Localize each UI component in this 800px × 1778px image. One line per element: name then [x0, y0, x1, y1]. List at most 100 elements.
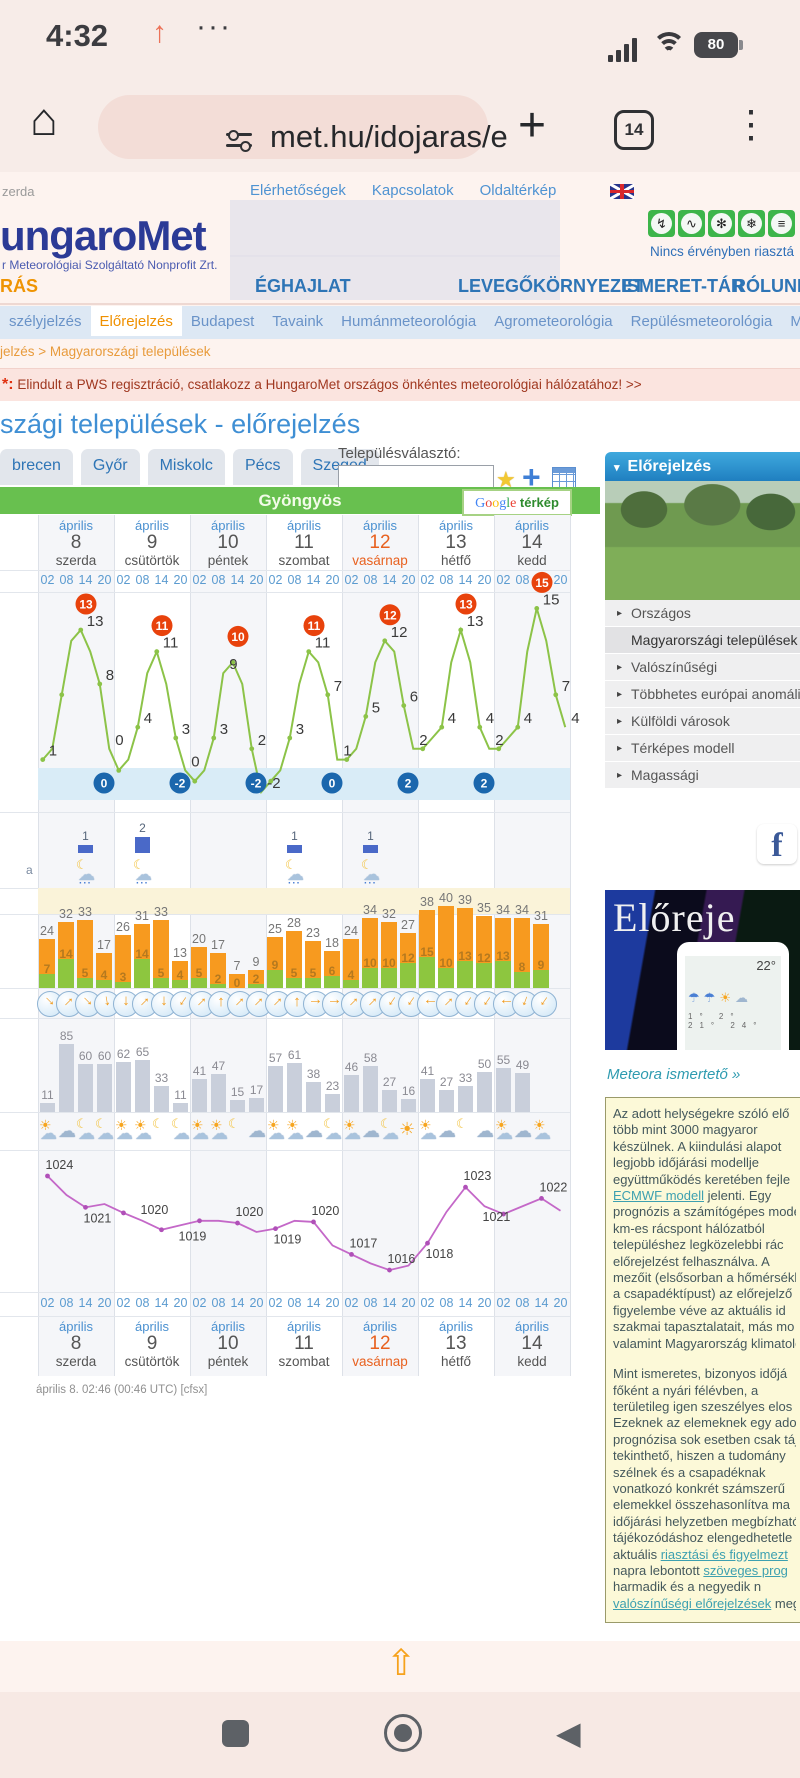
main-nav-item[interactable]: RÁS: [0, 276, 39, 296]
add-icon[interactable]: +: [522, 459, 541, 495]
cloud-value: 57: [268, 1051, 283, 1066]
weather-icon-cloud: ☁: [362, 1121, 380, 1141]
sub-nav-item[interactable]: Budapest: [190, 313, 255, 330]
sub-nav-item[interactable]: Repülésmeteorológia: [630, 313, 773, 330]
meteora-app-banner[interactable]: Előreje 22° ☂☂☀☁ 1° 2° 21° 24°: [605, 890, 800, 1050]
recents-button[interactable]: [222, 1720, 249, 1747]
hour-label: 08: [363, 1296, 378, 1310]
warning-type-icon[interactable]: ↯: [648, 210, 675, 237]
svg-text:13: 13: [467, 613, 484, 630]
back-button[interactable]: ◀: [556, 1715, 581, 1751]
sidebar-item[interactable]: Külföldi városok ▸: [605, 708, 800, 735]
date-day: 13: [445, 532, 467, 553]
new-tab-icon[interactable]: +: [518, 99, 547, 152]
warning-type-icon[interactable]: ✻: [708, 210, 735, 237]
hungaromet-logo[interactable]: ungaroMet: [0, 212, 207, 259]
scroll-to-top-icon[interactable]: ⇧: [386, 1642, 417, 1683]
info-link[interactable]: valószínűségi előrejelzések: [613, 1595, 772, 1611]
date-weekday: kedd: [517, 553, 547, 568]
english-flag-icon[interactable]: [610, 184, 634, 199]
warning-icons[interactable]: ↯ ∿ ✻ ❄ ≡: [648, 210, 798, 238]
main-nav-item[interactable]: LEVEGŐKÖRNYEZET: [458, 276, 645, 296]
svg-text:13: 13: [459, 598, 473, 612]
breadcrumb[interactable]: jelzés > Magyarországi települések: [0, 344, 211, 359]
hour-label: 14: [230, 1296, 245, 1310]
info-text-line: figyelembe véve az aktuális id: [613, 1302, 786, 1318]
sub-nav-item[interactable]: Tavaink: [272, 313, 324, 330]
info-link[interactable]: szöveges prog: [703, 1562, 788, 1578]
site-settings-icon[interactable]: [226, 130, 252, 152]
date-month: április: [515, 518, 549, 533]
sidebar-item[interactable]: Országos ▸: [605, 600, 800, 627]
home-button[interactable]: [384, 1714, 422, 1752]
sub-nav-item[interactable]: MeteoS: [790, 313, 800, 330]
city-tab[interactable]: Miskolc: [147, 449, 225, 485]
gust-value: 33: [154, 905, 168, 920]
home-icon[interactable]: ⌂: [30, 93, 58, 145]
info-text-line: legjobb időjárási modellje: [613, 1155, 759, 1171]
sidebar-item[interactable]: Valószínűségi ▸: [605, 654, 800, 681]
top-link[interactable]: Elérhetőségek: [250, 182, 346, 199]
svg-text:7: 7: [334, 678, 342, 695]
svg-text:8: 8: [106, 667, 114, 684]
main-nav-item[interactable]: ÉGHAJLAT: [255, 276, 351, 296]
hour-label: 02: [420, 573, 435, 587]
weather-icon-sun-cloud: ☀ ☁: [419, 1117, 437, 1143]
info-link[interactable]: riasztási és figyelmezt: [660, 1546, 788, 1562]
sidebar-header[interactable]: ▾ Előrejelzés: [605, 452, 800, 481]
facebook-icon[interactable]: f: [757, 824, 797, 864]
main-nav-item[interactable]: ISMERET-TÁR: [622, 276, 745, 296]
sub-nav-item[interactable]: szélyjelzés: [9, 313, 82, 330]
weather-icon-sun-cloud: ☀ ☁: [39, 1117, 57, 1143]
warning-type-icon[interactable]: ≡: [768, 210, 795, 237]
sidebar-item[interactable]: Magyarországi települések: [605, 627, 800, 654]
cloud-value: 60: [97, 1049, 112, 1063]
browser-menu-icon[interactable]: ⋮: [732, 104, 770, 146]
cloud-value: 27: [439, 1075, 454, 1090]
city-tab[interactable]: brecen: [0, 449, 73, 485]
address-bar[interactable]: met.hu/idojaras/e: [98, 95, 508, 159]
cloud-value: 23: [325, 1078, 340, 1093]
sub-nav-item[interactable]: Előrejelzés: [90, 306, 182, 336]
hour-label: 02: [268, 573, 283, 587]
top-link[interactable]: Kapcsolatok: [371, 182, 454, 199]
hour-label: 14: [78, 1296, 93, 1310]
table-view-icon[interactable]: [552, 467, 576, 489]
mean-wind-bar: [248, 983, 264, 988]
alert-status-text[interactable]: Nincs érvényben riasztá: [650, 244, 795, 259]
sidebar-item[interactable]: Többhetes európai anomália ▸: [605, 681, 800, 708]
info-text-line: vonatkozó konkrét számszerű: [613, 1480, 785, 1496]
chevron-right-icon: ▸: [617, 743, 623, 754]
meteora-link[interactable]: Meteora ismertető »: [607, 1066, 741, 1083]
cloud-bar: [287, 1063, 302, 1112]
cloud-value: 33: [154, 1070, 169, 1085]
sub-nav-item[interactable]: Agrometeorológia: [494, 313, 613, 330]
sidebar-item[interactable]: Magassági ▸: [605, 762, 800, 789]
city-tab[interactable]: Pécs: [232, 449, 293, 485]
warning-type-icon[interactable]: ∿: [678, 210, 705, 237]
mean-wind-value: 2: [252, 971, 260, 986]
favorite-star-icon[interactable]: ★: [496, 467, 516, 492]
date-header-bottom: április 9 csütörtök: [114, 1316, 190, 1371]
temperature-chart: 1138041130932-23117151262413424157413111…: [38, 571, 580, 800]
main-nav-item[interactable]: RÓLUNK: [733, 276, 800, 296]
sub-nav-item[interactable]: Humánmeteorológia: [341, 313, 477, 330]
info-text-line: Ezeknek az elemeknek egy adot: [613, 1415, 796, 1431]
city-tab[interactable]: Győr: [80, 449, 140, 485]
google-map-button[interactable]: Google térkép: [462, 489, 572, 516]
sidebar-item[interactable]: Térképes modell ▸: [605, 735, 800, 762]
warning-type-icon[interactable]: ❄: [738, 210, 765, 237]
tab-switcher-button[interactable]: 14: [614, 110, 654, 150]
top-link[interactable]: Oldaltérkép: [479, 182, 557, 199]
weather-icon-cloud: ☁: [476, 1121, 494, 1141]
gust-value: 34: [496, 903, 510, 918]
paragraph-gap: [613, 1352, 796, 1366]
svg-text:3: 3: [182, 721, 190, 738]
hour-label: 20: [173, 1296, 188, 1310]
svg-text:12: 12: [391, 624, 408, 641]
battery-indicator: 80: [694, 32, 738, 58]
pws-notice[interactable]: *: Elindult a PWS regisztráció, csatlako…: [0, 368, 800, 402]
weather-icon-moon-rain: ☾ ☁ ···: [133, 857, 152, 889]
info-link[interactable]: ECMWF modell: [613, 1188, 705, 1204]
weather-icon-sun-cloud: ☀ ☁: [533, 1117, 551, 1143]
